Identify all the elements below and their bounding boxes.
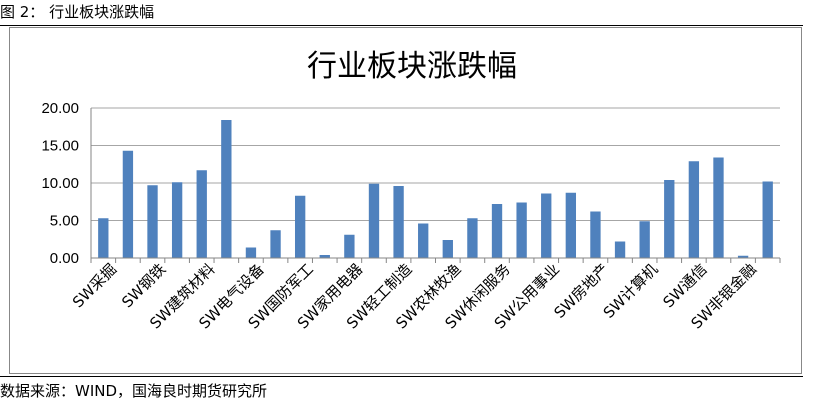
bar (491, 204, 503, 258)
bar (319, 255, 330, 258)
y-tick-label: 0.00 (50, 250, 79, 267)
bar (245, 247, 257, 258)
bar (418, 223, 429, 258)
bar (737, 255, 749, 258)
source-divider (0, 376, 803, 377)
bar (590, 211, 601, 258)
bar (98, 218, 109, 258)
bar (294, 195, 306, 258)
bar (171, 182, 183, 258)
figure-caption: 图 2： 行业板块涨跌幅 (0, 3, 155, 21)
bar (516, 202, 527, 258)
bar (122, 150, 134, 258)
bar (762, 181, 773, 258)
bar (541, 193, 552, 258)
source-note: 数据来源：WIND，国海良时期货研究所 (0, 382, 268, 400)
bar (368, 183, 380, 258)
bar (196, 170, 207, 258)
y-tick-label: 5.00 (50, 213, 79, 230)
bar (614, 241, 626, 258)
bar (221, 120, 232, 258)
bar (713, 157, 724, 258)
bar (664, 180, 675, 258)
bar (467, 218, 478, 258)
bar (344, 234, 355, 258)
bar (270, 230, 281, 258)
y-tick-label: 10.00 (41, 175, 79, 192)
bar (442, 240, 453, 258)
y-tick-label: 20.00 (41, 100, 79, 117)
bar (147, 185, 158, 258)
x-category-label: SW采掘 (69, 260, 120, 311)
bar (639, 221, 650, 258)
bar (688, 161, 700, 258)
bar-chart: 行业板块涨跌幅 0.005.0010.0015.0020.00SW采掘SW钢铁S… (41, 49, 781, 332)
y-tick-label: 15.00 (41, 138, 79, 155)
bar (393, 186, 404, 258)
x-category-label: SW计算机 (600, 260, 662, 322)
caption-divider (0, 25, 803, 26)
bar (565, 192, 577, 258)
chart-title: 行业板块涨跌幅 (307, 49, 517, 84)
